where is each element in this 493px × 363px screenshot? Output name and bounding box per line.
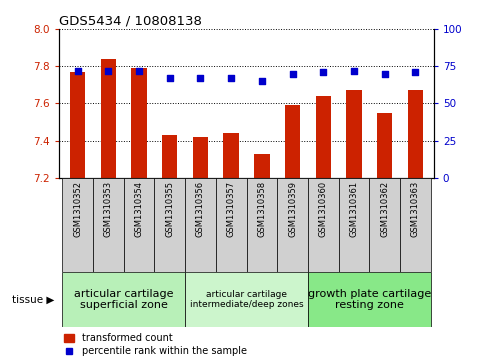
Bar [346, 90, 362, 178]
Bar [308, 178, 339, 272]
Bar [339, 178, 369, 272]
Text: GSM1310357: GSM1310357 [227, 181, 236, 237]
Text: GSM1310360: GSM1310360 [319, 181, 328, 237]
Text: GDS5434 / 10808138: GDS5434 / 10808138 [59, 15, 202, 28]
Point [166, 75, 174, 81]
Point [135, 68, 143, 74]
Point [105, 68, 112, 74]
Point [319, 69, 327, 75]
Point [288, 71, 296, 77]
Bar [62, 178, 93, 272]
Text: GSM1310352: GSM1310352 [73, 181, 82, 237]
Bar [408, 90, 423, 178]
Text: GSM1310355: GSM1310355 [165, 181, 174, 237]
Bar [216, 178, 246, 272]
Point [350, 68, 358, 74]
Text: tissue ▶: tissue ▶ [12, 294, 54, 305]
Text: GSM1310363: GSM1310363 [411, 181, 420, 237]
Bar [193, 137, 208, 178]
Bar [277, 178, 308, 272]
Bar [185, 178, 216, 272]
Text: GSM1310358: GSM1310358 [257, 181, 266, 237]
Bar [185, 272, 308, 327]
Bar [246, 178, 277, 272]
Text: GSM1310353: GSM1310353 [104, 181, 113, 237]
Bar [223, 133, 239, 178]
Text: GSM1310359: GSM1310359 [288, 181, 297, 237]
Text: GSM1310361: GSM1310361 [350, 181, 358, 237]
Bar [154, 178, 185, 272]
Bar [400, 178, 431, 272]
Text: GSM1310362: GSM1310362 [380, 181, 389, 237]
Bar [62, 272, 185, 327]
Text: articular cartilage
intermediate/deep zones: articular cartilage intermediate/deep zo… [190, 290, 303, 309]
Point [258, 78, 266, 84]
Point [197, 75, 205, 81]
Text: growth plate cartilage
resting zone: growth plate cartilage resting zone [308, 289, 431, 310]
Bar [316, 96, 331, 178]
Bar [369, 178, 400, 272]
Bar [308, 272, 431, 327]
Bar [93, 178, 124, 272]
Point [227, 75, 235, 81]
Text: articular cartilage
superficial zone: articular cartilage superficial zone [74, 289, 174, 310]
Point [412, 69, 420, 75]
Bar [377, 113, 392, 178]
Point [381, 71, 388, 77]
Text: GSM1310356: GSM1310356 [196, 181, 205, 237]
Bar [131, 68, 147, 178]
Bar [254, 154, 270, 178]
Bar [124, 178, 154, 272]
Legend: transformed count, percentile rank within the sample: transformed count, percentile rank withi… [64, 333, 246, 356]
Bar [162, 135, 177, 178]
Bar [70, 72, 85, 178]
Bar [285, 105, 300, 178]
Bar [101, 59, 116, 178]
Point [73, 68, 81, 74]
Text: GSM1310354: GSM1310354 [135, 181, 143, 237]
